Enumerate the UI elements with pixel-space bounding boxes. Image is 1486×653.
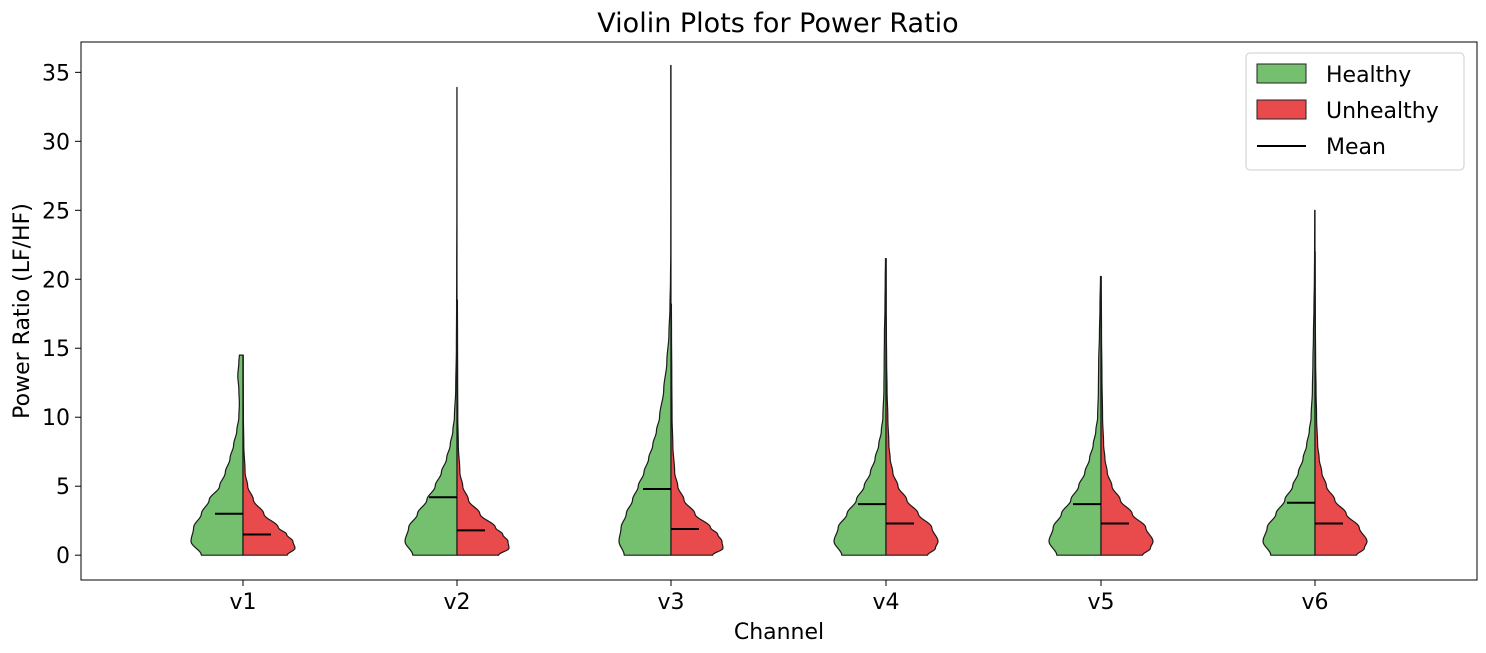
- chart-title: Violin Plots for Power Ratio: [597, 8, 958, 39]
- violin-unhealthy-v5: [1100, 275, 1154, 556]
- means-group: [215, 487, 1343, 536]
- violin-healthy-v6: [1262, 209, 1316, 556]
- legend: Healthy Unhealthy Mean: [1245, 52, 1465, 171]
- legend-label-unhealthy: Unhealthy: [1326, 99, 1439, 124]
- y-tick-label-35: 35: [42, 61, 70, 86]
- violin-unhealthy-v1: [242, 354, 296, 556]
- y-axis-label: Power Ratio (LF/HF): [10, 203, 35, 419]
- violin-healthy-v4: [833, 257, 887, 556]
- x-tick-label-v6: v6: [1301, 590, 1328, 615]
- x-tick-label-v5: v5: [1087, 590, 1114, 615]
- legend-swatch-unhealthy: [1256, 99, 1307, 120]
- violin-healthy-v3: [618, 64, 672, 556]
- y-tick-label-30: 30: [42, 130, 70, 155]
- legend-label-mean: Mean: [1326, 135, 1386, 160]
- y-tick-label-20: 20: [42, 268, 70, 293]
- y-tick-label-10: 10: [42, 406, 70, 431]
- x-tick-label-v4: v4: [872, 590, 899, 615]
- violin-unhealthy-v6: [1314, 251, 1368, 556]
- violin-healthy-v5: [1048, 275, 1102, 556]
- x-axis-label: Channel: [734, 620, 824, 645]
- violin-healthy-v1: [190, 354, 244, 556]
- y-tick-label-15: 15: [42, 337, 70, 362]
- violin-unhealthy-v3: [670, 303, 724, 556]
- y-tick-label-0: 0: [56, 544, 70, 569]
- legend-swatch-healthy: [1256, 63, 1307, 84]
- y-tick-label-5: 5: [56, 475, 70, 500]
- plot-area: [81, 42, 1477, 580]
- x-axis: v1 v2 v3 v4 v5 v6: [229, 580, 1329, 615]
- plot-frame: [80, 41, 1478, 581]
- y-tick-label-25: 25: [42, 199, 70, 224]
- violin-healthy-v2: [404, 86, 458, 556]
- y-axis: 0 5 10 15 20 25 30 35: [42, 61, 81, 569]
- x-tick-label-v3: v3: [657, 590, 684, 615]
- x-tick-label-v2: v2: [443, 590, 470, 615]
- legend-label-healthy: Healthy: [1326, 63, 1411, 88]
- violin-unhealthy-v4: [885, 257, 939, 556]
- x-tick-label-v1: v1: [229, 590, 256, 615]
